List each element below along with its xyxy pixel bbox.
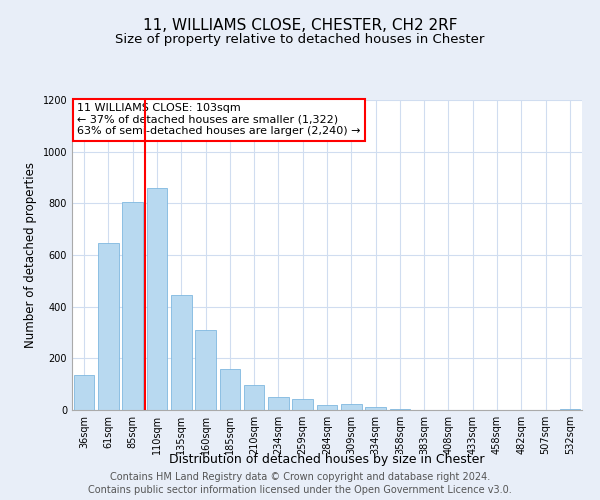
Bar bbox=[317, 406, 337, 410]
Bar bbox=[98, 244, 119, 410]
Bar bbox=[268, 396, 289, 410]
Bar bbox=[122, 202, 143, 410]
Bar bbox=[171, 295, 191, 410]
Bar bbox=[389, 408, 410, 410]
Bar bbox=[195, 330, 216, 410]
Bar bbox=[292, 399, 313, 410]
Bar bbox=[74, 375, 94, 410]
Text: Contains public sector information licensed under the Open Government Licence v3: Contains public sector information licen… bbox=[88, 485, 512, 495]
Text: Distribution of detached houses by size in Chester: Distribution of detached houses by size … bbox=[169, 452, 485, 466]
Y-axis label: Number of detached properties: Number of detached properties bbox=[24, 162, 37, 348]
Text: Contains HM Land Registry data © Crown copyright and database right 2024.: Contains HM Land Registry data © Crown c… bbox=[110, 472, 490, 482]
Bar bbox=[341, 404, 362, 410]
Bar bbox=[220, 369, 240, 410]
Text: Size of property relative to detached houses in Chester: Size of property relative to detached ho… bbox=[115, 32, 485, 46]
Bar bbox=[146, 188, 167, 410]
Bar bbox=[560, 408, 580, 410]
Bar bbox=[365, 408, 386, 410]
Bar bbox=[244, 386, 265, 410]
Text: 11 WILLIAMS CLOSE: 103sqm
← 37% of detached houses are smaller (1,322)
63% of se: 11 WILLIAMS CLOSE: 103sqm ← 37% of detac… bbox=[77, 103, 361, 136]
Text: 11, WILLIAMS CLOSE, CHESTER, CH2 2RF: 11, WILLIAMS CLOSE, CHESTER, CH2 2RF bbox=[143, 18, 457, 32]
